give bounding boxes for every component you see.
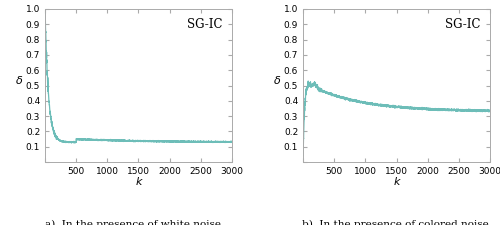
Y-axis label: δ: δ [16,76,22,86]
Text: SG-IC: SG-IC [445,18,480,31]
Y-axis label: δ: δ [274,76,280,86]
X-axis label: k: k [135,177,141,187]
Text: b). In the presence of colored noise.: b). In the presence of colored noise. [302,220,492,225]
X-axis label: k: k [394,177,400,187]
Text: a). In the presence of white noise: a). In the presence of white noise [45,220,221,225]
Text: SG-IC: SG-IC [187,18,222,31]
